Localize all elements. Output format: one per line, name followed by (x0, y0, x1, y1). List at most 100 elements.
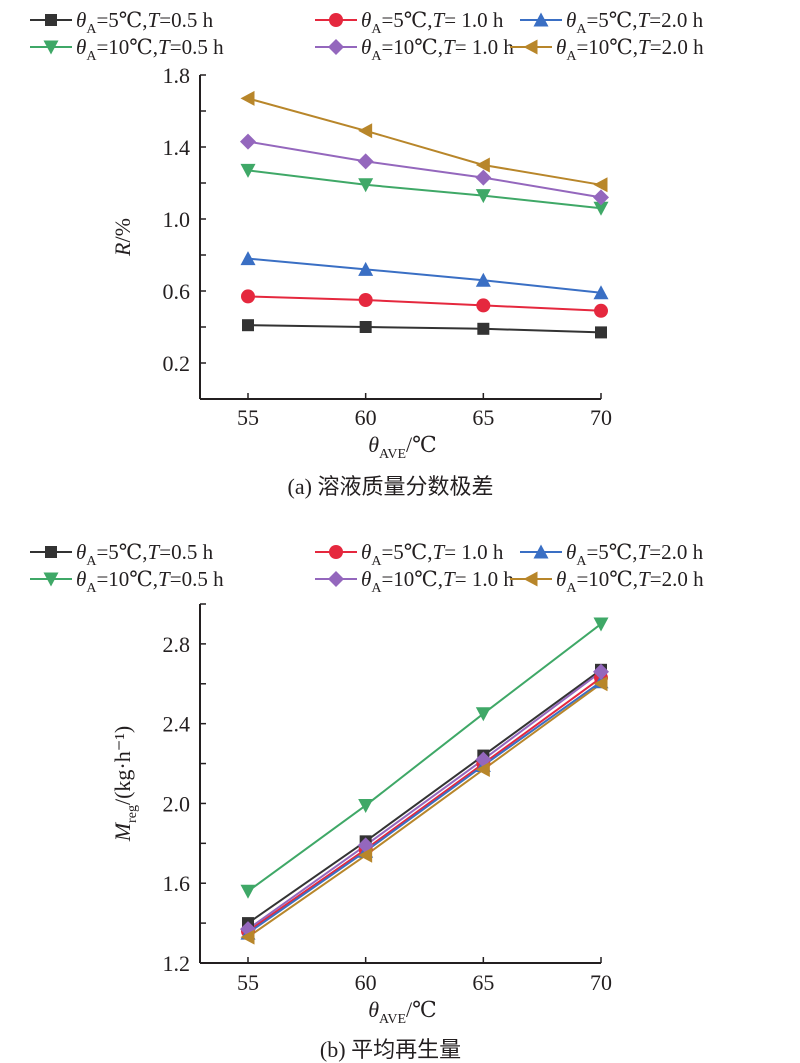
legend-marker-circle (329, 545, 343, 559)
y-tick-label: 1.4 (163, 135, 191, 160)
series-markers (242, 319, 607, 339)
series-line (247, 671, 602, 930)
x-tick-label: 65 (472, 970, 494, 995)
data-point (240, 90, 255, 106)
data-point (475, 272, 491, 287)
data-point (593, 201, 609, 216)
data-point (595, 326, 607, 339)
legend-marker-triangle-up (533, 12, 549, 27)
data-point (240, 163, 256, 178)
data-point (358, 293, 373, 307)
data-point (359, 321, 372, 333)
legend-marker-square (45, 14, 57, 26)
series-markers (240, 676, 608, 945)
series (247, 676, 602, 932)
legend-label: θA=5℃,T=0.5 h (76, 8, 214, 37)
legend-label: θA=10℃,T= 1.0 h (361, 35, 514, 64)
x-tick-label: 70 (590, 405, 612, 430)
legend-item: θA=5℃,T=2.0 h (520, 540, 704, 569)
data-point (240, 929, 255, 945)
y-tick-label: 1.0 (163, 207, 191, 232)
series-line (247, 140, 602, 199)
x-axis-title: θAVE/℃ (368, 432, 437, 462)
series-markers (240, 251, 609, 300)
data-point (240, 251, 256, 266)
data-point (593, 285, 609, 300)
legend-label: θA=10℃,T=0.5 h (76, 567, 224, 596)
legend-marker-diamond (328, 39, 344, 55)
x-tick-label: 60 (355, 970, 377, 995)
chart-a: θA=5℃,T=0.5 h θA=5℃,T= 1.0 h θA=5℃,T=2.0 h… (30, 8, 704, 499)
chart-caption: (b) 平均再生量 (320, 1037, 461, 1062)
series-line (247, 97, 602, 186)
series-markers (240, 90, 608, 193)
data-point (475, 189, 491, 204)
chart-caption: (a) 溶液质量分数极差 (288, 474, 494, 499)
series-line (247, 257, 602, 294)
legend-marker-triangle-left (523, 571, 538, 587)
legend-label: θA=5℃,T=2.0 h (566, 8, 704, 37)
y-axis-title: R/% (110, 218, 135, 257)
legend-label: θA=10℃,T=2.0 h (556, 567, 704, 596)
legend-item: θA=5℃,T= 1.0 h (315, 540, 504, 569)
legend-label: θA=10℃,T=2.0 h (556, 35, 704, 64)
series (247, 682, 602, 938)
data-point (358, 261, 374, 276)
data-point (476, 298, 491, 313)
series-line (247, 680, 602, 934)
data-point (358, 178, 374, 193)
series-markers (240, 163, 609, 216)
legend-item: θA=10℃,T= 1.0 h (315, 35, 514, 64)
legend-marker-circle (329, 13, 343, 27)
x-tick-label: 55 (237, 970, 259, 995)
series (247, 623, 602, 893)
y-tick-label: 2.0 (163, 791, 191, 816)
y-tick-label: 0.2 (163, 351, 191, 376)
legend-item: θA=10℃,T=0.5 h (30, 35, 224, 64)
legend-label: θA=5℃,T=0.5 h (76, 540, 214, 569)
legend-item: θA=5℃,T=0.5 h (30, 540, 214, 569)
series-markers (241, 289, 608, 318)
x-tick-label: 60 (355, 405, 377, 430)
data-point (358, 847, 373, 863)
y-tick-label: 1.8 (163, 63, 191, 88)
data-point (593, 676, 608, 692)
series-line (247, 676, 602, 932)
y-tick-label: 1.2 (163, 951, 191, 976)
series (247, 97, 602, 186)
data-point (242, 319, 254, 332)
data-point (593, 663, 609, 680)
series (247, 257, 602, 294)
legend-label: θA=5℃,T= 1.0 h (361, 8, 504, 37)
data-point (475, 157, 490, 173)
x-tick-label: 55 (237, 405, 259, 430)
data-point (240, 884, 256, 899)
data-point (593, 617, 609, 632)
legend-item: θA=10℃,T=2.0 h (510, 35, 704, 64)
series-line (247, 295, 602, 312)
data-point (358, 798, 374, 813)
data-point (358, 123, 373, 139)
legend-label: θA=5℃,T= 1.0 h (361, 540, 504, 569)
legend-item: θA=10℃,T= 1.0 h (315, 567, 514, 596)
data-point (594, 303, 608, 318)
legend-item: θA=5℃,T=0.5 h (30, 8, 214, 37)
x-tick-label: 65 (472, 405, 494, 430)
legend-item: θA=10℃,T=0.5 h (30, 567, 224, 596)
legend: θA=5℃,T=0.5 h θA=5℃,T= 1.0 h θA=5℃,T=2.0 h… (30, 8, 704, 64)
legend-marker-triangle-up (533, 544, 549, 559)
legend-item: θA=5℃,T= 1.0 h (315, 8, 504, 37)
chart-b: θA=5℃,T=0.5 h θA=5℃,T= 1.0 h θA=5℃,T=2.0 h… (30, 540, 704, 1062)
series-line (247, 324, 602, 334)
series (247, 140, 602, 199)
data-point (241, 289, 255, 304)
legend-marker-triangle-left (523, 39, 538, 55)
data-point (357, 153, 374, 170)
legend-marker-triangle-down (43, 572, 59, 587)
legend-label: θA=10℃,T= 1.0 h (361, 567, 514, 596)
y-axis-title: Mreg/(kg·h⁻¹) (110, 726, 140, 843)
legend-item: θA=5℃,T=2.0 h (520, 8, 704, 37)
legend: θA=5℃,T=0.5 h θA=5℃,T= 1.0 h θA=5℃,T=2.0 h… (30, 540, 704, 596)
data-point (477, 322, 490, 335)
